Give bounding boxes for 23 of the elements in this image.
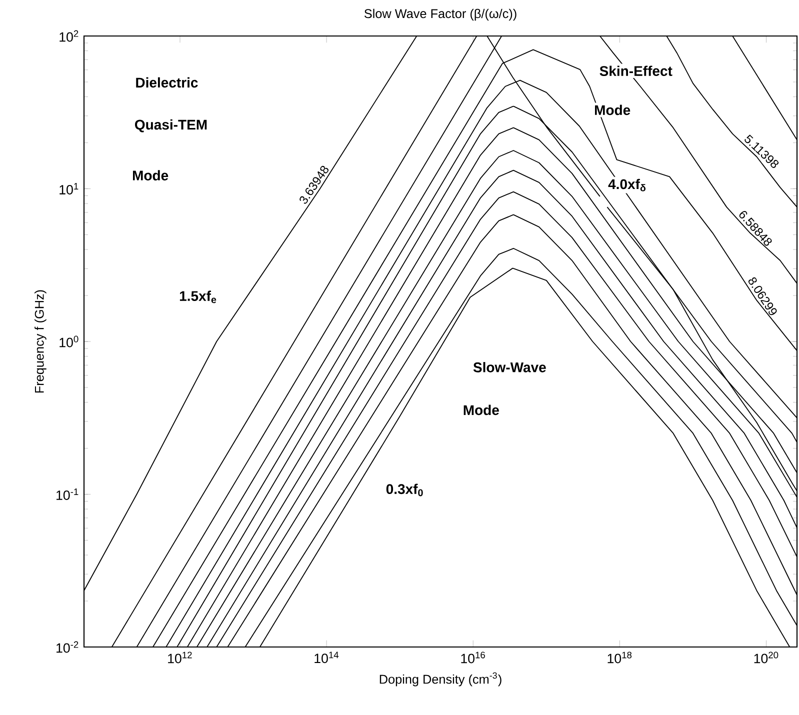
annotation: Mode	[132, 170, 168, 180]
annotation: Skin-Effect	[600, 66, 672, 76]
y-axis-title: Frequency f (GHz)	[34, 290, 46, 393]
y-tick-label: 10$^{0}$	[60, 336, 78, 348]
annotation: Mode	[595, 104, 630, 116]
y-tick-label: 10$^{-2}$	[56, 641, 78, 653]
y-tick-label: 10$^{1}$	[60, 183, 78, 194]
annotation: Dielectric	[136, 77, 198, 88]
annotation: Slow-Wave	[473, 362, 546, 372]
annotation: Quasi-TEM	[135, 119, 207, 132]
x-axis-title: Doping Density (cm$^{-3}$)	[380, 672, 502, 686]
annotation: 4.0xf$_{δ}$	[608, 178, 646, 192]
y-tick-label: 10$^{-1}$	[56, 488, 78, 500]
x-tick-label: 10$^{12}$	[168, 652, 192, 664]
x-tick-label: 10$^{14}$	[314, 652, 339, 664]
x-tick-label: 10$^{16}$	[461, 652, 485, 664]
annotation: Mode	[464, 404, 499, 416]
x-tick-label: 10$^{20}$	[754, 652, 778, 664]
x-tick-label: 10$^{18}$	[608, 652, 632, 664]
y-tick-label: 10$^{2}$	[60, 30, 78, 42]
annotation: 0.3xf$_{0}$	[386, 484, 423, 496]
annotation: 1.5xf$_{e}$	[180, 290, 216, 304]
chart-title: Slow Wave Factor (β/(ω/c))	[364, 8, 516, 21]
